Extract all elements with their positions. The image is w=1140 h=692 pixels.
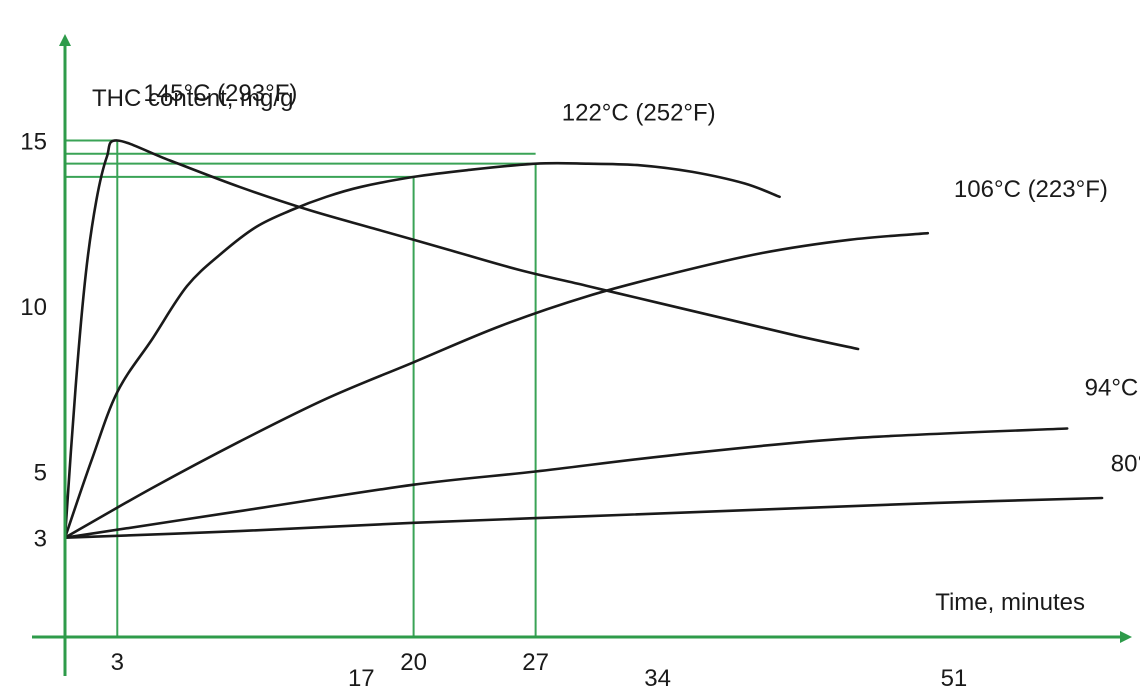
series-line-4 [63,427,1069,539]
y-tick-label: 3 [34,526,47,553]
series-label-5: 80°C (176°F) [1111,451,1140,478]
series-line-2 [63,161,781,539]
y-axis-title: THC content, mg/g [92,85,293,112]
y-tick-label: 15 [20,129,47,156]
series-label-4: 94°C (201°F) [1085,374,1140,401]
x-axis-title: Time, minutes [935,589,1085,616]
x-tick-label: 17 [348,665,375,692]
series-label-1: 145°C (293°F) [143,80,297,107]
series-line-5 [63,496,1104,539]
x-tick-label: 27 [522,649,549,676]
y-tick-label: 10 [20,294,47,321]
y-tick-label: 5 [34,460,47,487]
series-line-3 [63,231,930,539]
x-tick-label: 20 [400,649,427,676]
curves [63,139,1104,539]
axes [32,34,1132,676]
series-label-2: 122°C (252°F) [562,100,716,127]
series-label-3: 106°C (223°F) [954,176,1108,203]
x-tick-label: 3 [111,649,124,676]
reference-lines [65,139,537,637]
x-tick-label: 34 [644,665,671,692]
series-line-1 [63,139,860,539]
x-tick-label: 51 [941,665,968,692]
labels: THC content, mg/g Time, minutes 145°C (2… [20,80,1140,692]
